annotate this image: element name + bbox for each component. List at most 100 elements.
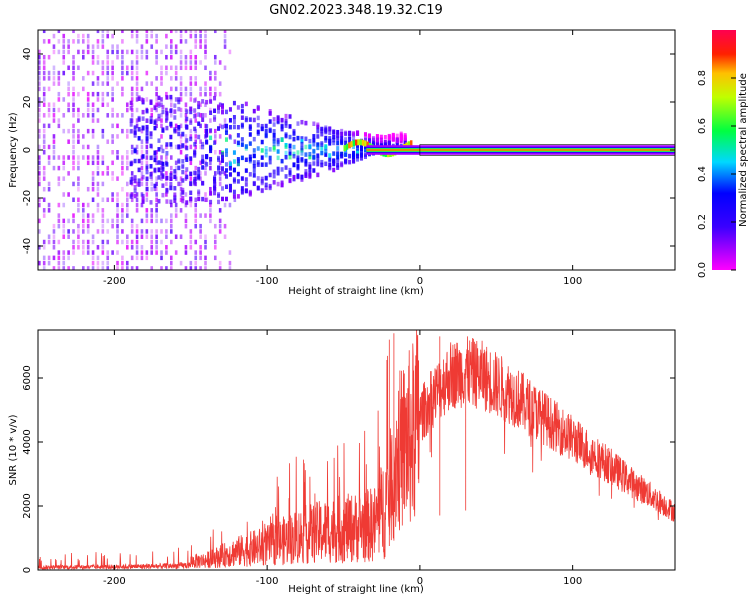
heatmap-cell	[42, 123, 46, 129]
heatmap-cell	[67, 234, 70, 239]
heatmap-cell	[47, 123, 51, 129]
heatmap-cell	[145, 118, 149, 124]
heatmap-cell	[57, 97, 61, 102]
heatmap-cell	[57, 91, 61, 97]
heatmap-cell	[189, 245, 193, 250]
heatmap-cell	[165, 125, 169, 131]
heatmap-cell	[204, 171, 207, 176]
heatmap-cell	[165, 155, 168, 160]
heatmap-cell	[366, 141, 369, 148]
heatmap-cell	[96, 260, 100, 266]
heatmap-cell	[300, 177, 304, 182]
heatmap-cell	[91, 218, 95, 224]
heatmap-cell	[193, 153, 197, 158]
heatmap-cell	[135, 144, 139, 150]
heatmap-cell	[150, 218, 154, 224]
heatmap-cell	[240, 124, 244, 129]
heatmap-cell	[232, 100, 236, 106]
heatmap-cell	[121, 186, 124, 192]
heatmap-cell	[72, 155, 75, 160]
heatmap-cell	[77, 113, 80, 118]
heatmap-cell	[209, 186, 212, 192]
heatmap-cell	[81, 266, 85, 270]
heatmap-cell	[169, 97, 173, 102]
heatmap-cell	[157, 198, 161, 204]
heatmap-cell	[240, 137, 244, 142]
heatmap-cell	[130, 91, 134, 97]
heatmap-cell	[57, 76, 61, 81]
heatmap-cell	[233, 197, 237, 203]
heatmap-cell	[387, 138, 391, 143]
heatmap-cell	[189, 106, 193, 112]
heatmap-cell	[221, 196, 225, 202]
heatmap-cell	[42, 139, 46, 144]
heatmap-cell	[272, 180, 276, 185]
heatmap-cell	[67, 250, 70, 255]
heatmap-cell	[72, 54, 75, 60]
heatmap-cell	[38, 202, 41, 208]
heatmap-cell	[150, 81, 154, 86]
heatmap-cell	[47, 54, 51, 60]
heatmap-cell	[38, 134, 41, 139]
heatmap-cell	[181, 169, 185, 175]
heatmap-cell	[179, 134, 183, 139]
heatmap-cell	[121, 208, 124, 213]
heatmap-cell	[256, 146, 260, 151]
heatmap-cell	[213, 255, 217, 261]
heatmap-cell	[169, 199, 173, 205]
heatmap-cell	[81, 208, 85, 213]
heatmap-cell	[221, 152, 225, 157]
heatmap-cell	[189, 97, 193, 102]
heatmap-cell	[86, 70, 90, 76]
heatmap-cell	[86, 44, 90, 49]
heatmap-cell	[150, 44, 154, 49]
heatmap-cell	[106, 139, 110, 144]
heatmap-cell	[52, 165, 56, 171]
heatmap-cell	[332, 134, 336, 140]
heatmap-cell	[42, 165, 46, 171]
heatmap-cell	[96, 150, 100, 155]
heatmap-cell	[91, 197, 95, 203]
heatmap-cell	[125, 213, 129, 218]
heatmap-cell	[194, 223, 198, 229]
heatmap-cell	[169, 155, 173, 160]
heatmap-cell	[260, 155, 264, 160]
heatmap-cell	[194, 30, 198, 34]
heatmap-cell	[57, 239, 61, 245]
heatmap-cell	[218, 181, 222, 187]
heatmap-cell	[52, 118, 56, 123]
heatmap-cell	[205, 197, 209, 203]
heatmap-cell	[244, 188, 248, 194]
heatmap-cell	[304, 136, 308, 142]
heatmap-cell	[280, 183, 284, 188]
heatmap-cell	[135, 33, 139, 39]
heatmap-cell	[177, 97, 181, 102]
heatmap-cell	[96, 118, 100, 123]
heatmap-cell	[272, 141, 276, 147]
heatmap-cell	[130, 229, 134, 234]
heatmap-cell	[312, 149, 316, 154]
heatmap-cell	[135, 49, 139, 55]
heatmap-cell	[324, 161, 328, 167]
heatmap-cell	[296, 155, 300, 160]
heatmap-cell	[296, 173, 300, 178]
heatmap-cell	[165, 144, 168, 150]
heatmap-cell	[129, 179, 133, 185]
heatmap-cell	[125, 245, 129, 250]
heatmap-cell	[72, 229, 75, 234]
heatmap-cell	[205, 128, 209, 134]
heatmap-cell	[101, 65, 105, 71]
heatmap-cell	[77, 197, 80, 203]
heatmap-cell	[312, 161, 316, 166]
heatmap-cell	[204, 260, 207, 266]
heatmap-cell	[218, 229, 222, 234]
heatmap-cell	[72, 197, 75, 203]
heatmap-cell	[173, 174, 177, 180]
heatmap-cell	[194, 260, 198, 266]
heatmap-cell	[184, 102, 188, 107]
heatmap-cell	[308, 173, 312, 178]
heatmap-cell	[125, 197, 129, 203]
heatmap-cell	[264, 182, 268, 188]
heatmap-cell	[199, 176, 202, 181]
heatmap-cell	[165, 229, 168, 234]
